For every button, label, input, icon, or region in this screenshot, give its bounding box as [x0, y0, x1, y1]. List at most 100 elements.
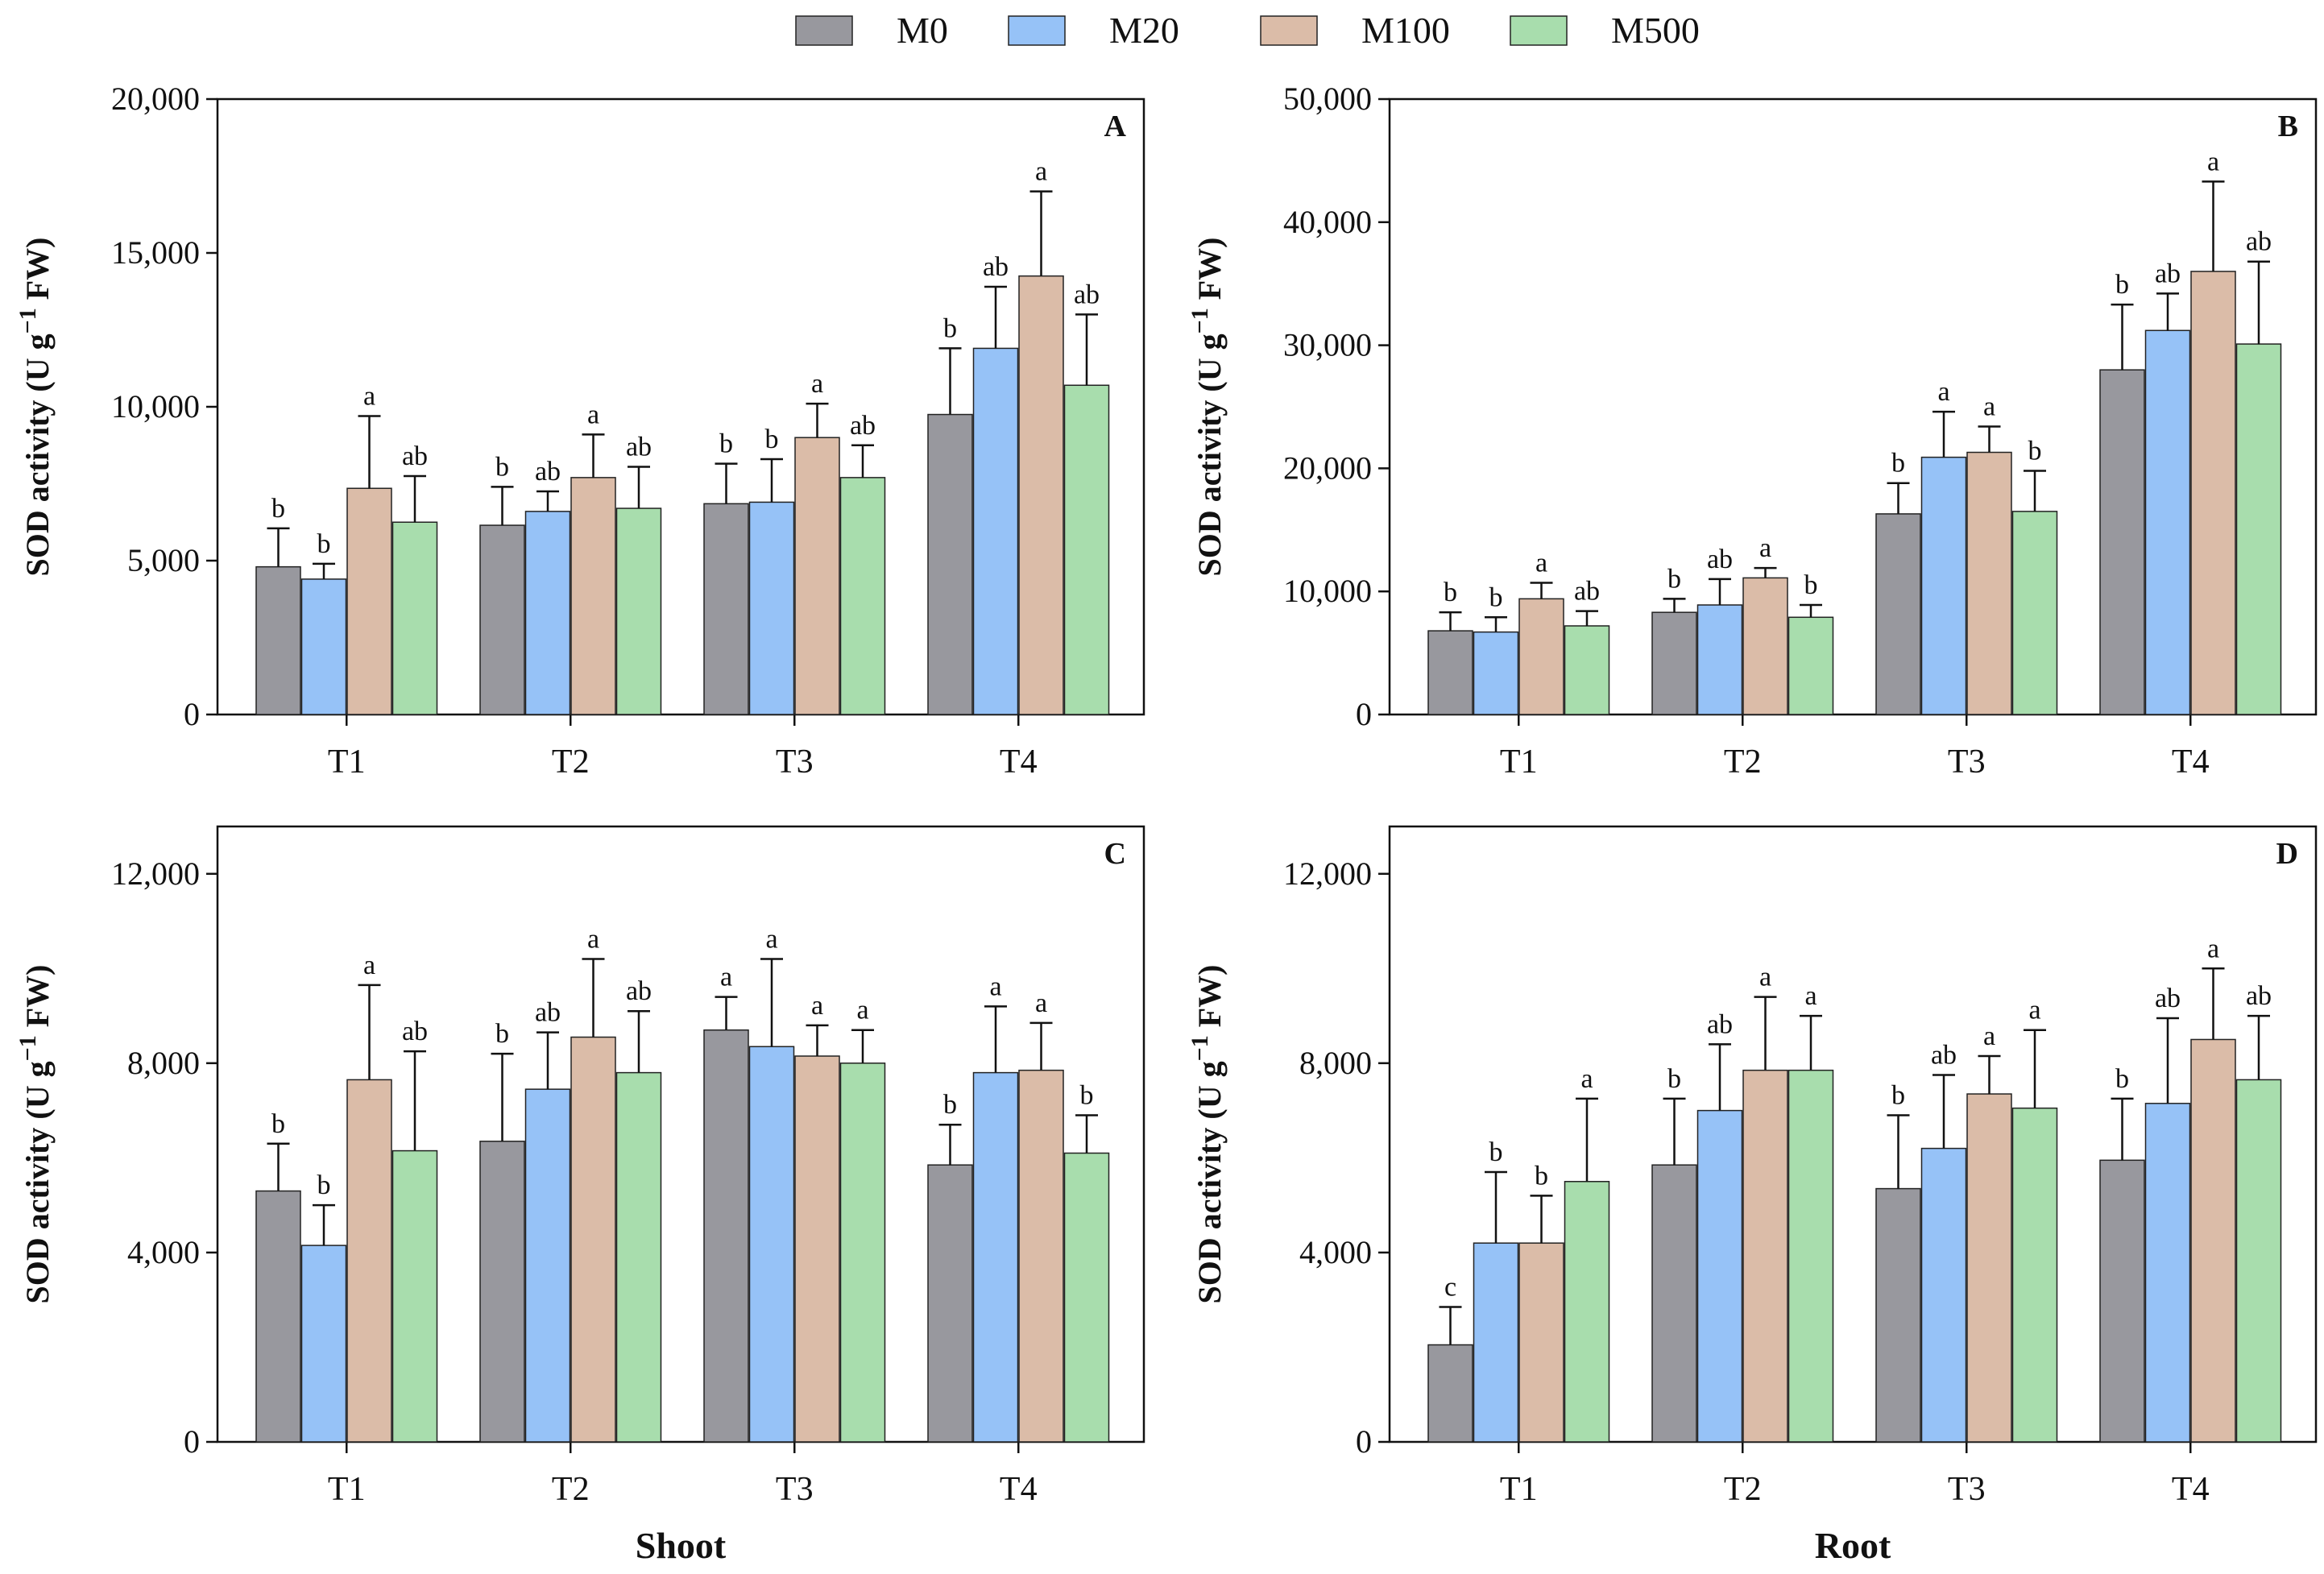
bar-m20	[1696, 1109, 1743, 1443]
bar-m100	[346, 487, 392, 715]
bar-m20	[1696, 604, 1743, 715]
x-tick-label: T3	[776, 1471, 814, 1508]
legend-swatch	[1260, 15, 1318, 46]
x-tick-label: T2	[1724, 1471, 1762, 1508]
bar-m0	[255, 1190, 301, 1443]
x-tick-label: T4	[2172, 1471, 2210, 1508]
panel-letter: D	[2276, 837, 2298, 871]
significance-letter: b	[317, 529, 331, 559]
significance-letter: a	[720, 963, 732, 992]
significance-letter: ab	[535, 457, 561, 487]
bar-m20	[748, 501, 795, 715]
significance-letter: ab	[1574, 577, 1600, 607]
significance-letter: ab	[1931, 1041, 1957, 1071]
y-axis-title-main: SOD activity (U g	[19, 1061, 56, 1303]
x-tick-label: T3	[776, 744, 814, 781]
bar-m20	[1920, 1147, 1967, 1443]
significance-letter: b	[2115, 270, 2129, 300]
bar-m0	[2099, 369, 2145, 715]
y-axis-title-tail: FW)	[1191, 238, 1228, 309]
bar-m500	[2011, 1107, 2058, 1443]
y-axis-title-tail: FW)	[1191, 965, 1228, 1036]
bar-m100	[794, 1055, 840, 1443]
legend-item-m100: M100	[1260, 10, 1450, 51]
bar-m20	[748, 1046, 795, 1443]
significance-letter: b	[943, 313, 957, 343]
bar-m20	[972, 347, 1019, 715]
legend-swatch	[1510, 15, 1568, 46]
bar-m20	[1920, 456, 1967, 715]
significance-letter: a	[811, 369, 823, 399]
y-tick-label: 40,000	[1283, 204, 1372, 240]
panel-a: 0 5,000 10,000 15,000 20,000 SOD activity (U …	[14, 81, 1145, 781]
significance-letter: b	[1444, 578, 1457, 607]
significance-letter: b	[943, 1090, 957, 1120]
y-tick-label: 0	[184, 1423, 200, 1460]
bar-m0	[479, 1141, 525, 1443]
bar-m500	[615, 507, 662, 715]
y-tick-label: 0	[1356, 1423, 1372, 1460]
legend-item-m0: M0	[795, 10, 948, 51]
significance-letter: ab	[2246, 981, 2272, 1011]
bar-m100	[2190, 271, 2236, 715]
significance-letter: ab	[2155, 984, 2181, 1013]
y-tick-label: 0	[1356, 696, 1372, 732]
y-tick-label: 15,000	[111, 234, 200, 271]
bar-m0	[1651, 1164, 1697, 1443]
significance-letter: b	[495, 452, 509, 482]
significance-letter: ab	[402, 1017, 428, 1046]
y-axis-title: SOD activity (U g−1 FW)	[1187, 238, 1228, 577]
significance-letter: a	[1983, 1021, 1995, 1051]
y-tick-label: 10,000	[1283, 573, 1372, 609]
significance-letter: ab	[402, 441, 428, 471]
panel-b: 0 10,000 20,000 30,000 40,000 50,000 SOD activ…	[1187, 81, 2318, 781]
bar-m20	[972, 1071, 1019, 1443]
significance-letter: b	[1667, 1064, 1681, 1094]
bar-m0	[1875, 1187, 1921, 1443]
y-tick-label: 30,000	[1283, 327, 1372, 363]
significance-letter: b	[1489, 1137, 1503, 1167]
bar-m100	[2190, 1038, 2236, 1443]
y-axis-title-superscript: −1	[1187, 1035, 1213, 1061]
y-axis-title: SOD activity (U g−1 FW)	[1187, 965, 1228, 1304]
significance-letter: a	[1983, 391, 1995, 421]
panel-letter: B	[2278, 110, 2298, 143]
significance-letter: b	[1535, 1161, 1548, 1191]
bar-m100	[570, 1036, 616, 1443]
x-tick-label: T4	[1000, 744, 1038, 781]
significance-letter: a	[765, 925, 777, 955]
bar-m0	[927, 1164, 973, 1443]
significance-letter: b	[1891, 1080, 1905, 1110]
y-tick-label: 4,000	[1299, 1234, 1372, 1270]
significance-letter: b	[317, 1170, 331, 1200]
bar-m0	[479, 524, 525, 715]
significance-letter: a	[989, 971, 1001, 1001]
bar-m500	[1564, 1181, 1610, 1443]
significance-letter: c	[1444, 1273, 1456, 1303]
y-tick-label: 8,000	[1299, 1045, 1372, 1081]
significance-letter: a	[587, 925, 599, 955]
significance-letter: ab	[2246, 227, 2272, 257]
x-tick-label: T2	[552, 744, 590, 781]
bar-m100	[346, 1079, 392, 1443]
y-tick-label: 20,000	[1283, 449, 1372, 486]
bar-m20	[524, 511, 571, 715]
significance-letter: ab	[626, 976, 652, 1006]
x-tick-label: T1	[1500, 1471, 1538, 1508]
y-axis-title-main: SOD activity (U g	[1191, 1061, 1228, 1303]
significance-letter: b	[271, 1109, 285, 1139]
bar-m500	[615, 1071, 662, 1443]
bar-m500	[1788, 1069, 1834, 1443]
panel-d: 0 4,000 8,000 12,000 SOD activity (U g−1 FW)…	[1187, 825, 2318, 1508]
bar-m500	[391, 1149, 438, 1443]
significance-letter: a	[363, 381, 375, 411]
bar-m500	[839, 1062, 886, 1443]
bar-m20	[2144, 1103, 2191, 1443]
bar-m0	[2099, 1159, 2145, 1443]
bar-m20	[1473, 1242, 1519, 1443]
significance-letter: b	[2028, 436, 2042, 466]
y-tick-label: 12,000	[1283, 855, 1372, 892]
bar-m100	[1518, 1242, 1564, 1443]
bar-m100	[1966, 451, 2012, 715]
legend-label: M500	[1611, 10, 1700, 51]
